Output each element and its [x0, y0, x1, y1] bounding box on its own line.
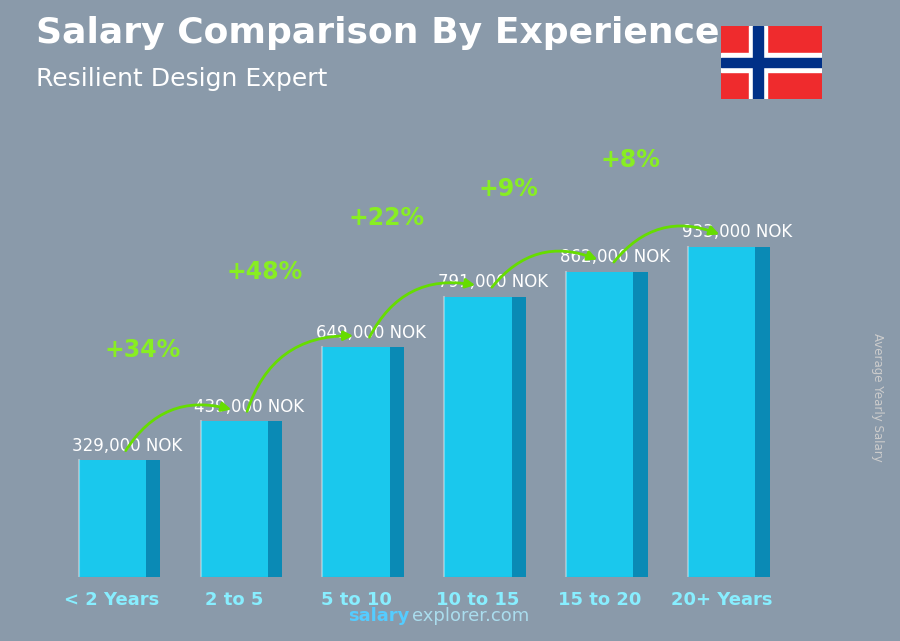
Polygon shape [566, 272, 634, 577]
Text: Average Yearly Salary: Average Yearly Salary [871, 333, 884, 462]
Bar [749, 26, 767, 99]
Text: +9%: +9% [479, 177, 538, 201]
Polygon shape [146, 460, 160, 577]
Polygon shape [201, 422, 267, 577]
Polygon shape [688, 247, 755, 577]
Text: 791,000 NOK: 791,000 NOK [438, 273, 548, 291]
Polygon shape [78, 460, 146, 577]
Text: explorer.com: explorer.com [412, 607, 529, 625]
Text: +48%: +48% [227, 260, 302, 284]
Text: 933,000 NOK: 933,000 NOK [682, 223, 793, 241]
Text: 329,000 NOK: 329,000 NOK [72, 437, 183, 455]
Bar [721, 58, 823, 67]
Text: 649,000 NOK: 649,000 NOK [317, 324, 427, 342]
Text: Salary Comparison By Experience: Salary Comparison By Experience [36, 16, 719, 50]
Text: 862,000 NOK: 862,000 NOK [561, 248, 670, 266]
Polygon shape [511, 297, 526, 577]
Bar [753, 26, 762, 99]
Text: +34%: +34% [104, 338, 181, 362]
Bar [721, 53, 823, 72]
Polygon shape [322, 347, 390, 577]
Text: +8%: +8% [600, 148, 661, 172]
Polygon shape [267, 422, 283, 577]
Text: 439,000 NOK: 439,000 NOK [194, 398, 304, 416]
Polygon shape [634, 272, 648, 577]
Text: +22%: +22% [348, 206, 425, 230]
Text: salary: salary [348, 607, 410, 625]
Polygon shape [755, 247, 770, 577]
Polygon shape [390, 347, 404, 577]
Text: Resilient Design Expert: Resilient Design Expert [36, 67, 328, 91]
Polygon shape [445, 297, 511, 577]
